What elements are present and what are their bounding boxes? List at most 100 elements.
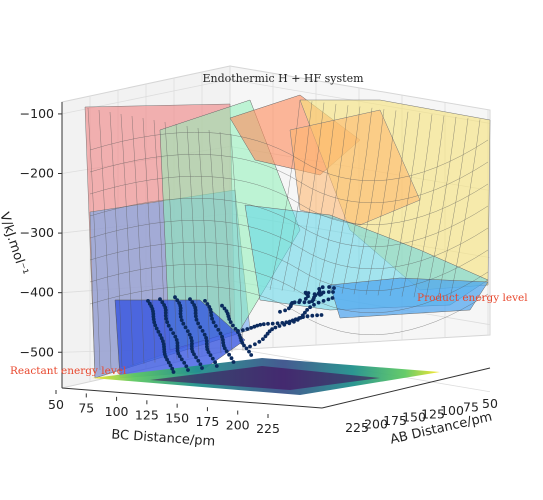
trajectory-point <box>205 302 210 306</box>
trajectory-point <box>253 342 257 347</box>
x-tick-label: 200 <box>226 418 250 433</box>
z-tick-label: −500 <box>20 344 54 359</box>
trajectory-point <box>261 322 266 327</box>
trajectory-point <box>196 321 201 326</box>
trajectory-point <box>229 356 234 361</box>
trajectory-point <box>192 352 196 357</box>
trajectory-point <box>261 337 265 341</box>
trajectory-point <box>316 300 321 305</box>
trajectory-point <box>193 314 198 319</box>
trajectory-point <box>178 311 183 316</box>
trajectory-point <box>228 320 233 324</box>
x-tick-label: 225 <box>256 421 280 436</box>
trajectory-group <box>146 285 336 374</box>
trajectory-point <box>165 357 170 362</box>
trajectory-point <box>315 313 319 318</box>
trajectory-point <box>178 306 183 310</box>
trajectory-point <box>158 333 163 337</box>
trajectory-point <box>179 318 184 322</box>
trajectory-point <box>178 314 183 319</box>
y-tick-label: 100 <box>440 403 464 418</box>
trajectory-point <box>295 318 300 322</box>
trajectory-point <box>258 322 263 327</box>
trajectory-point <box>206 350 211 354</box>
trajectory-point <box>305 314 310 319</box>
trajectory-point <box>231 360 236 364</box>
chart-title: Endothermic H + HF system <box>202 72 364 85</box>
trajectory-point <box>303 296 308 301</box>
trajectory-point <box>242 343 246 348</box>
trajectory-point <box>163 310 168 315</box>
trajectory-point <box>200 366 204 370</box>
trajectory-point <box>198 325 203 329</box>
trajectory-point <box>198 362 203 367</box>
trajectory-point <box>175 341 180 345</box>
trajectory-point <box>248 344 252 349</box>
trajectory-point <box>277 324 282 328</box>
trajectory-point <box>317 287 322 291</box>
trajectory-point <box>244 346 249 351</box>
trajectory-point <box>310 313 315 318</box>
trajectory-point <box>249 326 254 330</box>
trajectory-point <box>166 360 171 365</box>
trajectory-point <box>221 338 225 342</box>
trajectory-point <box>255 323 260 328</box>
trajectory-point <box>218 331 223 336</box>
trajectory-point <box>306 291 311 295</box>
y-tick-label: 200 <box>364 417 388 432</box>
trajectory-point <box>247 349 251 354</box>
trajectory-point <box>278 309 282 314</box>
trajectory-point <box>181 321 186 326</box>
trajectory-point <box>320 285 325 290</box>
trajectory-point <box>282 322 287 327</box>
trajectory-point <box>273 325 278 330</box>
trajectory-point <box>312 302 316 307</box>
trajectory-point <box>174 338 179 342</box>
trajectory-point <box>189 339 194 343</box>
trajectory-point <box>298 315 303 320</box>
trajectory-point <box>194 317 199 322</box>
trajectory-point <box>153 323 158 328</box>
trajectory-point <box>214 364 219 368</box>
trajectory-point <box>163 308 168 312</box>
trajectory-point <box>176 351 181 356</box>
trajectory-point <box>327 285 331 289</box>
trajectory-point <box>227 317 232 321</box>
trajectory-point <box>257 339 262 344</box>
trajectory-point <box>330 296 335 300</box>
trajectory-point <box>160 300 165 305</box>
trajectory-point <box>213 360 218 365</box>
trajectory-point <box>190 300 195 305</box>
trajectory-point <box>270 327 274 332</box>
trajectory-point <box>332 286 336 290</box>
trajectory-point <box>203 299 207 303</box>
trajectory-point <box>249 353 254 357</box>
trajectory-point <box>302 300 307 305</box>
z-ticks: −100 −200 −300 −400 −500 <box>20 106 62 359</box>
trajectory-point <box>266 321 270 326</box>
trajectory-point <box>188 297 192 301</box>
trajectory-point <box>184 364 189 369</box>
trajectory-point <box>331 290 335 294</box>
trajectory-point <box>270 321 275 326</box>
trajectory-point <box>173 334 178 339</box>
trajectory-point <box>193 308 198 313</box>
trajectory-point <box>216 327 221 332</box>
reactant-annotation: Reactant energy level <box>10 365 127 377</box>
trajectory-point <box>221 340 226 345</box>
x-tick-label: 100 <box>105 404 129 419</box>
surface-mesh <box>87 99 489 371</box>
trajectory-point <box>152 320 157 325</box>
trajectory-point <box>231 323 235 328</box>
product-annotation: Product energy level <box>417 292 528 304</box>
trajectory-point <box>154 326 159 331</box>
trajectory-point <box>169 327 173 332</box>
trajectory-point <box>158 297 162 302</box>
trajectory-point <box>298 298 302 303</box>
trajectory-point <box>319 313 324 317</box>
y-axis-line <box>321 367 491 409</box>
trajectory-point <box>166 323 171 328</box>
trajectory-point <box>171 331 176 335</box>
trajectory-point <box>177 354 182 359</box>
